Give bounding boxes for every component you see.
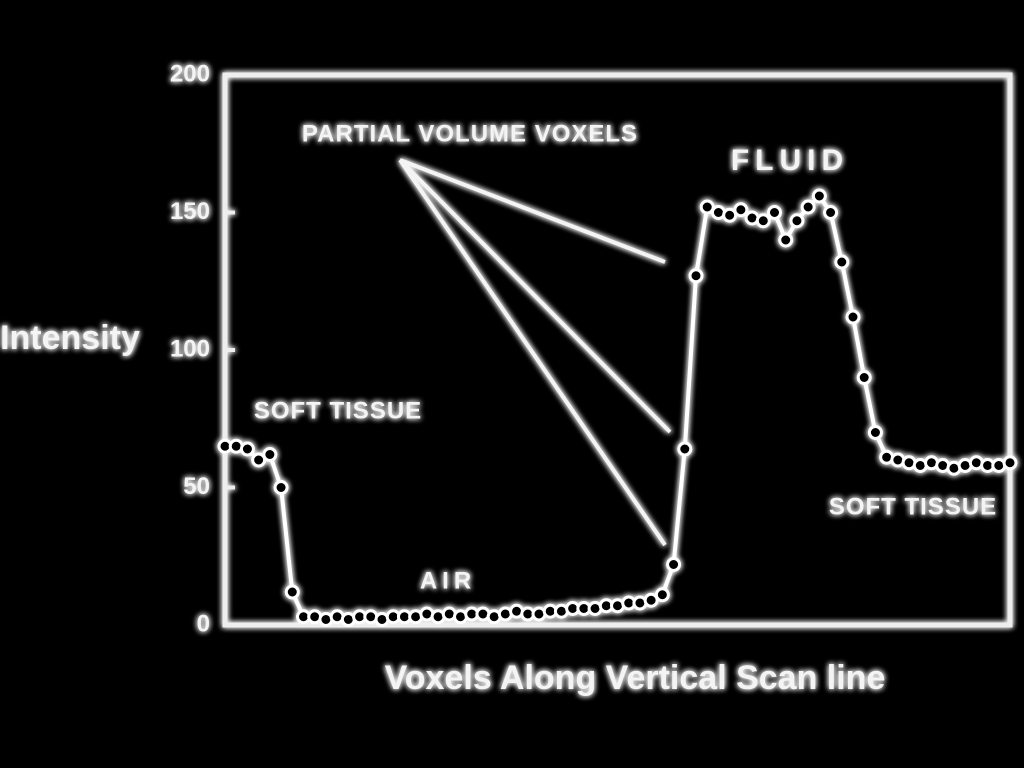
y-tick-label: 100 xyxy=(170,335,210,362)
plot-frame xyxy=(222,72,1013,628)
data-point xyxy=(688,268,704,284)
annotation: PARTIAL VOLUME VOXELS xyxy=(302,120,638,147)
arrow xyxy=(398,158,667,547)
y-tick-label: 50 xyxy=(183,473,210,500)
x-axis-label: Voxels Along Vertical Scan line xyxy=(385,659,886,697)
data-point xyxy=(284,584,300,600)
arrow xyxy=(398,158,672,434)
data-point xyxy=(722,207,738,223)
data-point xyxy=(262,447,278,462)
annotation: SOFT TISSUE xyxy=(254,397,422,424)
data-point xyxy=(845,309,861,325)
data-point xyxy=(654,587,670,603)
data-point xyxy=(867,425,883,440)
data-point xyxy=(733,202,749,218)
data-point xyxy=(239,441,255,457)
y-tick-label: 150 xyxy=(170,198,210,225)
plot: Intensity Voxels Along Vertical Scan lin… xyxy=(0,60,1018,697)
data-point xyxy=(699,199,715,215)
y-tick-label: 0 xyxy=(197,610,210,637)
annotation: FLUID xyxy=(731,144,849,177)
data-point xyxy=(1002,455,1018,471)
data-point xyxy=(811,188,827,204)
data-point xyxy=(666,557,682,572)
data-point xyxy=(677,441,693,457)
arrow xyxy=(399,158,666,264)
data-point xyxy=(778,232,794,248)
data-point xyxy=(755,213,771,229)
data-point xyxy=(789,213,805,229)
pointer-arrows xyxy=(398,158,672,547)
data-point xyxy=(856,370,872,385)
annotation: AIR xyxy=(420,567,476,594)
annotation: SOFT TISSUE xyxy=(829,493,997,520)
data-point xyxy=(643,592,659,608)
data-point xyxy=(834,254,850,270)
y-tick-label: 200 xyxy=(170,60,210,87)
y-axis-label: Intensity xyxy=(0,319,140,357)
data-point xyxy=(823,205,839,220)
data-point xyxy=(273,480,289,495)
data-point xyxy=(251,452,267,468)
data-point xyxy=(800,199,816,215)
data-point xyxy=(767,205,782,220)
